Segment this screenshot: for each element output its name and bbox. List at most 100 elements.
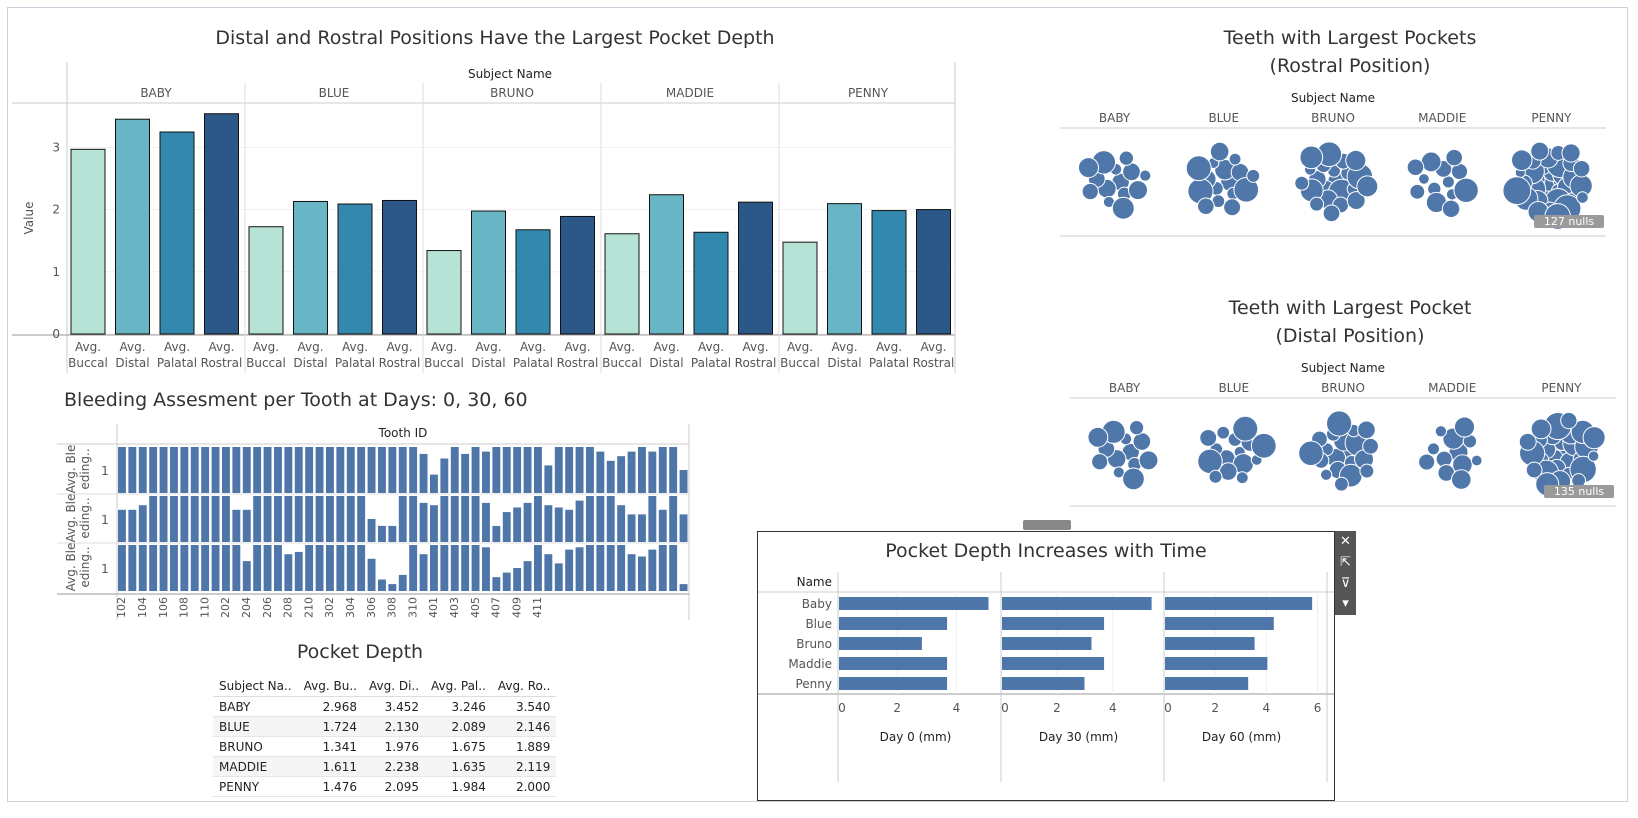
bleeding-bar <box>149 545 158 591</box>
tooth-bubble <box>1572 159 1591 178</box>
bleeding-bar <box>138 545 147 591</box>
bleeding-bar <box>461 453 470 493</box>
bleeding-bar <box>606 545 615 591</box>
x-tick-label: 4 <box>1109 701 1117 715</box>
table-row: PENNY 1.476 2.095 1.984 2.000 <box>213 776 557 797</box>
table-column-header[interactable]: Avg. Ro.. <box>491 676 557 697</box>
bleeding-bar <box>565 447 574 493</box>
x-tick-label-line1: Avg. <box>431 340 457 354</box>
resize-grip[interactable] <box>1023 520 1071 530</box>
bleeding-bar <box>180 545 189 591</box>
bleeding-bar <box>430 474 438 493</box>
tooth-bubble <box>1139 169 1152 182</box>
table-value-cell: 2.968 <box>297 696 363 717</box>
tooth-bubble <box>1356 175 1379 198</box>
table-value-cell: 2.095 <box>362 776 426 797</box>
table-value-cell: 1.476 <box>297 776 363 797</box>
bleeding-bar <box>471 496 480 542</box>
tooth-bubble <box>1246 168 1261 183</box>
bleeding-bar <box>554 563 563 591</box>
nulls-label: 135 nulls <box>1554 485 1605 498</box>
table-column-header[interactable]: Avg. Di.. <box>362 676 426 697</box>
pocket-depth-bar <box>204 113 239 335</box>
tooth-bubble <box>1322 204 1341 223</box>
table-subject-cell: BLUE <box>213 716 298 737</box>
subject-name-header: Subject Name <box>1291 91 1375 105</box>
bleeding-bar <box>274 545 282 591</box>
x-tick-label-line2: Buccal <box>602 356 642 370</box>
bleeding-bar <box>502 512 511 542</box>
subject-name-header: Subject Name <box>468 67 552 81</box>
bleeding-bar <box>305 545 314 591</box>
bleeding-bar <box>326 447 334 493</box>
table-value-cell: 2.089 <box>425 716 492 737</box>
category-label: Blue <box>805 617 832 631</box>
tooth-bubble <box>1359 463 1375 479</box>
rostral-title-line-1: Teeth with Largest Pockets <box>1223 27 1477 49</box>
open-external-icon[interactable]: ⇱ <box>1340 555 1351 570</box>
filter-icon[interactable]: ⊽ <box>1340 576 1351 591</box>
bleeding-bar <box>534 545 542 591</box>
y-tick-label: 2 <box>52 203 60 217</box>
tooth-tick-label: 407 <box>490 597 503 618</box>
nulls-indicator <box>1534 215 1604 228</box>
pocket-time-bar <box>1002 597 1152 610</box>
x-tick-label-line2: Distal <box>649 356 683 370</box>
x-tick-label-line2: Buccal <box>424 356 464 370</box>
pocket-time-bar <box>1165 657 1268 670</box>
tooth-tick-label: 306 <box>365 597 378 618</box>
category-label: Maddie <box>788 657 832 671</box>
pocket-depth-bar <box>70 148 106 335</box>
tooth-tick-label: 304 <box>344 597 357 618</box>
pocket-time-bar <box>1165 677 1249 690</box>
tooth-bubble <box>1576 191 1589 204</box>
table-row: BLUE 1.724 2.130 2.089 2.146 <box>213 716 557 737</box>
bleeding-bar <box>669 447 678 493</box>
row-label-line1: Avg. Ble <box>64 543 78 592</box>
bleeding-bar <box>440 458 449 493</box>
subject-name-header: Subject Name <box>1301 361 1385 375</box>
x-tick-label-line2: Distal <box>471 356 505 370</box>
bleeding-bar <box>118 545 126 591</box>
tooth-bubble <box>1223 198 1242 217</box>
tooth-bubble <box>1445 148 1463 167</box>
table-value-cell: 2.130 <box>362 716 426 737</box>
tooth-bubble <box>1525 461 1543 479</box>
tooth-tick-label: 102 <box>115 597 128 618</box>
more-options-icon[interactable]: ▾ <box>1342 596 1349 611</box>
bleeding-bar <box>658 545 667 591</box>
bleeding-bar <box>263 545 272 591</box>
bleeding-bar <box>128 545 137 591</box>
bleeding-bar <box>596 496 605 542</box>
bleeding-bar <box>222 496 230 542</box>
table-column-header[interactable]: Avg. Pal.. <box>425 676 492 697</box>
table-column-header[interactable]: Avg. Bu.. <box>297 676 363 697</box>
y-tick-label: 3 <box>52 140 60 154</box>
bleeding-bar <box>523 447 532 493</box>
x-tick-label-line1: Avg. <box>609 340 635 354</box>
pocket-depth-bar <box>426 250 462 335</box>
distal-bubble-title: Teeth with Largest Pocket (Distal Positi… <box>1170 294 1530 350</box>
tooth-tick-label: 302 <box>323 597 336 618</box>
row-label-line1: Avg. Ble <box>64 445 78 494</box>
bleeding-bar <box>222 545 230 591</box>
table-row: BRUNO 1.341 1.976 1.675 1.889 <box>213 736 557 757</box>
pocket-time-bar <box>1002 637 1092 650</box>
bleeding-bar <box>461 496 470 542</box>
rostral-bubble-chart: Subject Name BABY BLUE BRUNO MADDIE PENNY 127 … <box>1060 91 1606 237</box>
close-icon[interactable]: ✕ <box>1340 534 1351 549</box>
tooth-bubble <box>1091 453 1109 471</box>
tooth-bubble <box>1502 176 1532 206</box>
group-label: BLUE <box>319 86 350 100</box>
tooth-bubble <box>1294 175 1310 191</box>
bleeding-bar <box>419 502 428 542</box>
bleeding-bar <box>658 509 667 542</box>
x-tick-label-line2: Buccal <box>780 356 820 370</box>
table-column-header[interactable]: Subject Na.. <box>213 676 298 697</box>
tooth-tick-label: 411 <box>531 597 544 618</box>
tooth-bubble <box>1118 150 1134 166</box>
tooth-bubble <box>1228 152 1242 166</box>
pocket-depth-bar <box>871 210 907 335</box>
bleeding-bar <box>388 584 397 591</box>
